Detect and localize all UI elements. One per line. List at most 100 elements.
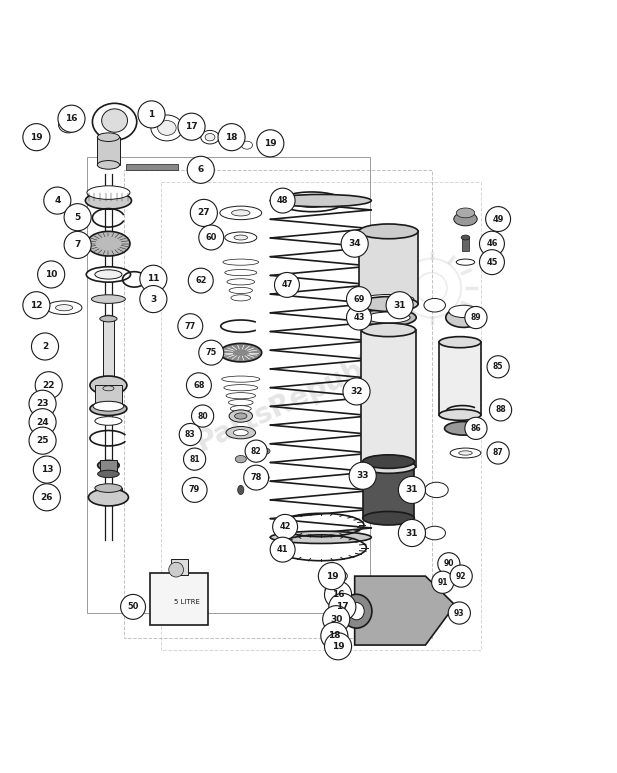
Polygon shape bbox=[355, 576, 455, 645]
Ellipse shape bbox=[220, 343, 262, 362]
Text: 23: 23 bbox=[36, 399, 49, 408]
Ellipse shape bbox=[453, 213, 477, 226]
Text: 27: 27 bbox=[197, 209, 210, 217]
Ellipse shape bbox=[97, 470, 119, 478]
Ellipse shape bbox=[229, 410, 252, 422]
Text: 41: 41 bbox=[277, 545, 289, 554]
Text: 4: 4 bbox=[54, 196, 60, 205]
Text: 13: 13 bbox=[41, 465, 53, 474]
Circle shape bbox=[190, 199, 217, 226]
Ellipse shape bbox=[270, 195, 371, 206]
Text: 77: 77 bbox=[184, 322, 196, 331]
Ellipse shape bbox=[440, 557, 458, 570]
Ellipse shape bbox=[85, 192, 131, 209]
Text: 25: 25 bbox=[36, 436, 49, 445]
Ellipse shape bbox=[359, 297, 418, 312]
Ellipse shape bbox=[93, 401, 124, 411]
Circle shape bbox=[486, 206, 511, 232]
Circle shape bbox=[188, 268, 213, 293]
Ellipse shape bbox=[56, 305, 73, 311]
Circle shape bbox=[29, 409, 56, 436]
Circle shape bbox=[450, 565, 472, 587]
Ellipse shape bbox=[87, 231, 130, 256]
Circle shape bbox=[64, 203, 91, 231]
Ellipse shape bbox=[90, 376, 127, 394]
Ellipse shape bbox=[97, 161, 120, 169]
Ellipse shape bbox=[227, 279, 255, 285]
Text: 34: 34 bbox=[349, 239, 361, 248]
Bar bbox=[359, 231, 418, 304]
Ellipse shape bbox=[445, 421, 482, 435]
Circle shape bbox=[179, 424, 201, 445]
Circle shape bbox=[58, 105, 85, 132]
Text: 42: 42 bbox=[280, 523, 291, 531]
Text: 47: 47 bbox=[281, 281, 292, 289]
Bar bbox=[100, 461, 117, 474]
Ellipse shape bbox=[424, 526, 445, 540]
Ellipse shape bbox=[456, 208, 474, 218]
Text: 30: 30 bbox=[330, 615, 342, 624]
Circle shape bbox=[191, 405, 213, 427]
Ellipse shape bbox=[329, 615, 343, 624]
Ellipse shape bbox=[456, 259, 474, 265]
Circle shape bbox=[138, 100, 165, 128]
Ellipse shape bbox=[230, 406, 251, 412]
Bar bbox=[462, 237, 468, 251]
Text: 18: 18 bbox=[225, 133, 238, 141]
Bar bbox=[171, 559, 188, 574]
Ellipse shape bbox=[362, 460, 416, 473]
Ellipse shape bbox=[261, 448, 270, 455]
Circle shape bbox=[199, 340, 224, 365]
Text: 89: 89 bbox=[471, 313, 481, 322]
Bar bbox=[103, 318, 114, 388]
Text: 79: 79 bbox=[189, 485, 201, 495]
Ellipse shape bbox=[28, 134, 41, 144]
Ellipse shape bbox=[63, 121, 74, 129]
Text: 90: 90 bbox=[444, 560, 454, 568]
Bar bbox=[97, 137, 120, 165]
Bar bbox=[439, 342, 481, 415]
Bar bbox=[95, 488, 122, 499]
Circle shape bbox=[347, 305, 371, 330]
Ellipse shape bbox=[362, 323, 416, 336]
Circle shape bbox=[38, 261, 65, 288]
Ellipse shape bbox=[95, 484, 122, 492]
Circle shape bbox=[323, 606, 350, 633]
Text: 87: 87 bbox=[493, 448, 503, 458]
Bar bbox=[124, 170, 432, 638]
Circle shape bbox=[169, 562, 183, 577]
Text: 75: 75 bbox=[205, 348, 217, 357]
Text: 48: 48 bbox=[277, 196, 288, 205]
Text: 26: 26 bbox=[41, 493, 53, 502]
Circle shape bbox=[432, 571, 453, 594]
Circle shape bbox=[178, 314, 203, 339]
Circle shape bbox=[140, 265, 167, 292]
Circle shape bbox=[489, 399, 511, 421]
Text: 16: 16 bbox=[65, 114, 78, 123]
Text: 85: 85 bbox=[493, 363, 503, 371]
Ellipse shape bbox=[224, 385, 258, 391]
Text: 19: 19 bbox=[264, 139, 276, 148]
Bar bbox=[87, 158, 370, 613]
Ellipse shape bbox=[231, 295, 251, 301]
Text: 81: 81 bbox=[189, 455, 200, 464]
Text: 5 LITRE: 5 LITRE bbox=[173, 599, 199, 605]
Ellipse shape bbox=[95, 270, 122, 279]
Text: 19: 19 bbox=[30, 133, 43, 141]
Ellipse shape bbox=[458, 451, 472, 455]
Circle shape bbox=[33, 456, 60, 483]
Circle shape bbox=[325, 633, 352, 660]
Text: 60: 60 bbox=[205, 233, 217, 242]
Bar bbox=[161, 182, 481, 650]
Circle shape bbox=[23, 291, 50, 318]
Text: 2: 2 bbox=[42, 342, 48, 351]
Ellipse shape bbox=[449, 305, 478, 318]
Circle shape bbox=[343, 378, 370, 405]
Circle shape bbox=[347, 287, 371, 312]
Circle shape bbox=[487, 356, 509, 378]
Circle shape bbox=[257, 130, 284, 157]
Circle shape bbox=[187, 156, 214, 183]
Ellipse shape bbox=[363, 295, 414, 304]
Ellipse shape bbox=[59, 117, 78, 133]
Ellipse shape bbox=[229, 288, 252, 294]
